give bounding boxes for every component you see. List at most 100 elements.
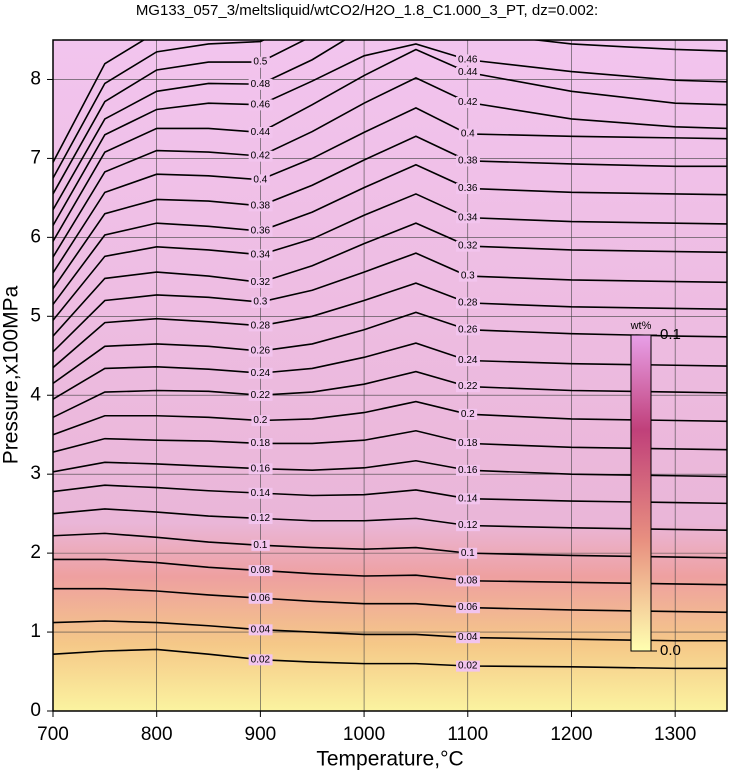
contour-label-bg xyxy=(456,240,480,252)
contour-label-bg xyxy=(251,539,270,551)
contour-label-bg xyxy=(248,389,273,401)
contour-label-bg xyxy=(248,654,273,666)
contour-label: 0.22 xyxy=(458,381,478,392)
contour-label-bg xyxy=(248,276,273,288)
contour-label: 0.2 xyxy=(253,415,267,426)
contour-line xyxy=(53,282,727,369)
chart-title: MG133_057_3/meltsliquid/wtCO2/H2O_1.8_C1… xyxy=(136,2,598,19)
contour-label-bg xyxy=(248,565,273,577)
contour-label: 0.2 xyxy=(461,409,475,420)
contour-label: 0.46 xyxy=(251,99,271,110)
contour-label-bg xyxy=(456,575,480,587)
contour-label: 0.46 xyxy=(458,54,478,65)
contour-label-bg xyxy=(458,270,478,282)
contour-line xyxy=(53,342,727,400)
contour-label-bg xyxy=(458,408,478,420)
contour-label: 0.14 xyxy=(458,493,478,504)
contour-label: 0.4 xyxy=(253,174,267,185)
contour-label-bg xyxy=(248,438,273,450)
contour-label: 0.28 xyxy=(251,320,271,331)
contour-label-bg xyxy=(456,493,480,505)
contour-label: 0.16 xyxy=(251,463,271,474)
contour-label-bg xyxy=(248,345,273,357)
contour-label: 0.12 xyxy=(251,513,271,524)
contour-line xyxy=(53,40,727,211)
colorbar-tick-label: 0.1 xyxy=(660,326,681,343)
contour-label-bg xyxy=(251,415,270,427)
contour-label-bg xyxy=(248,200,273,212)
contour-line xyxy=(53,252,727,353)
contour-line xyxy=(53,40,307,195)
contour-label-bg xyxy=(248,150,273,162)
y-tick-label: 2 xyxy=(30,542,41,563)
y-tick-label: 8 xyxy=(30,68,41,89)
contour-label-bg xyxy=(456,632,480,644)
x-axis-label: Temperature,°C xyxy=(316,748,463,771)
y-tick-label: 4 xyxy=(30,384,41,405)
contour-label: 0.08 xyxy=(251,565,271,576)
contour-label-bg xyxy=(458,128,478,140)
x-tick-label: 900 xyxy=(245,724,277,745)
contour-label-bg xyxy=(456,324,480,336)
contour-label-bg xyxy=(456,97,480,109)
contour-label-bg xyxy=(251,56,270,68)
contour-label: 0.32 xyxy=(251,277,271,288)
contour-label-bg xyxy=(456,54,480,66)
contour-label-bg xyxy=(248,78,273,90)
contour-label-bg xyxy=(458,547,478,559)
contour-label: 0.34 xyxy=(458,212,478,223)
contour-label-bg xyxy=(248,624,273,636)
contour-label: 0.24 xyxy=(458,355,478,366)
contour-label-bg xyxy=(456,520,480,532)
contour-label: 0.14 xyxy=(251,488,271,499)
contour-label: 0.26 xyxy=(251,346,271,357)
contour-line xyxy=(53,429,727,453)
x-tick-label: 800 xyxy=(141,724,173,745)
colorbar xyxy=(630,334,652,652)
x-tick-label: 1200 xyxy=(550,724,592,745)
contour-label: 0.42 xyxy=(458,97,478,108)
contour-label: 0.06 xyxy=(251,593,271,604)
x-tick-label: 1100 xyxy=(447,724,488,745)
plot-frame xyxy=(52,39,728,712)
y-tick-label: 5 xyxy=(30,305,41,326)
colorbar-label: wt% xyxy=(630,320,652,332)
contour-line xyxy=(53,508,727,532)
contour-line xyxy=(53,40,266,179)
colorbar-tick-label: 0.0 xyxy=(660,642,681,659)
contour-label: 0.4 xyxy=(461,129,475,140)
contour-label-bg xyxy=(456,67,480,79)
contour-label-bg xyxy=(248,99,273,111)
contour-line xyxy=(53,370,727,419)
contour-label-bg xyxy=(248,225,273,237)
contour-label: 0.5 xyxy=(253,57,267,68)
contour-line xyxy=(53,459,727,478)
contour-line xyxy=(53,311,727,385)
contour-label-bg xyxy=(456,660,480,672)
contour-line xyxy=(53,620,727,642)
contour-label: 0.36 xyxy=(458,183,478,194)
contour-label-bg xyxy=(248,320,273,332)
contour-label: 0.1 xyxy=(461,548,475,559)
contour-label: 0.32 xyxy=(458,241,478,252)
contour-label: 0.28 xyxy=(458,298,478,309)
contour-label-bg xyxy=(248,249,273,261)
contour-line xyxy=(53,48,727,242)
contour-label-bg xyxy=(248,513,273,525)
contour-label-bg xyxy=(248,592,273,604)
contour-line xyxy=(53,106,727,274)
contour-label: 0.3 xyxy=(461,271,475,282)
contour-line xyxy=(53,135,727,290)
contour-label: 0.36 xyxy=(251,226,271,237)
contour-label-bg xyxy=(456,602,480,614)
contour-label-bg xyxy=(248,463,273,475)
contour-line xyxy=(53,193,727,321)
contour-label: 0.22 xyxy=(251,390,271,401)
contour-label-bg xyxy=(456,212,480,224)
contour-label-bg xyxy=(251,296,270,308)
contour-label-bg xyxy=(456,438,480,450)
contour-label: 0.08 xyxy=(458,575,478,586)
contour-label: 0.48 xyxy=(251,79,271,90)
contour-line xyxy=(53,163,727,305)
y-axis-label: Pressure,x100MPa xyxy=(0,285,23,464)
